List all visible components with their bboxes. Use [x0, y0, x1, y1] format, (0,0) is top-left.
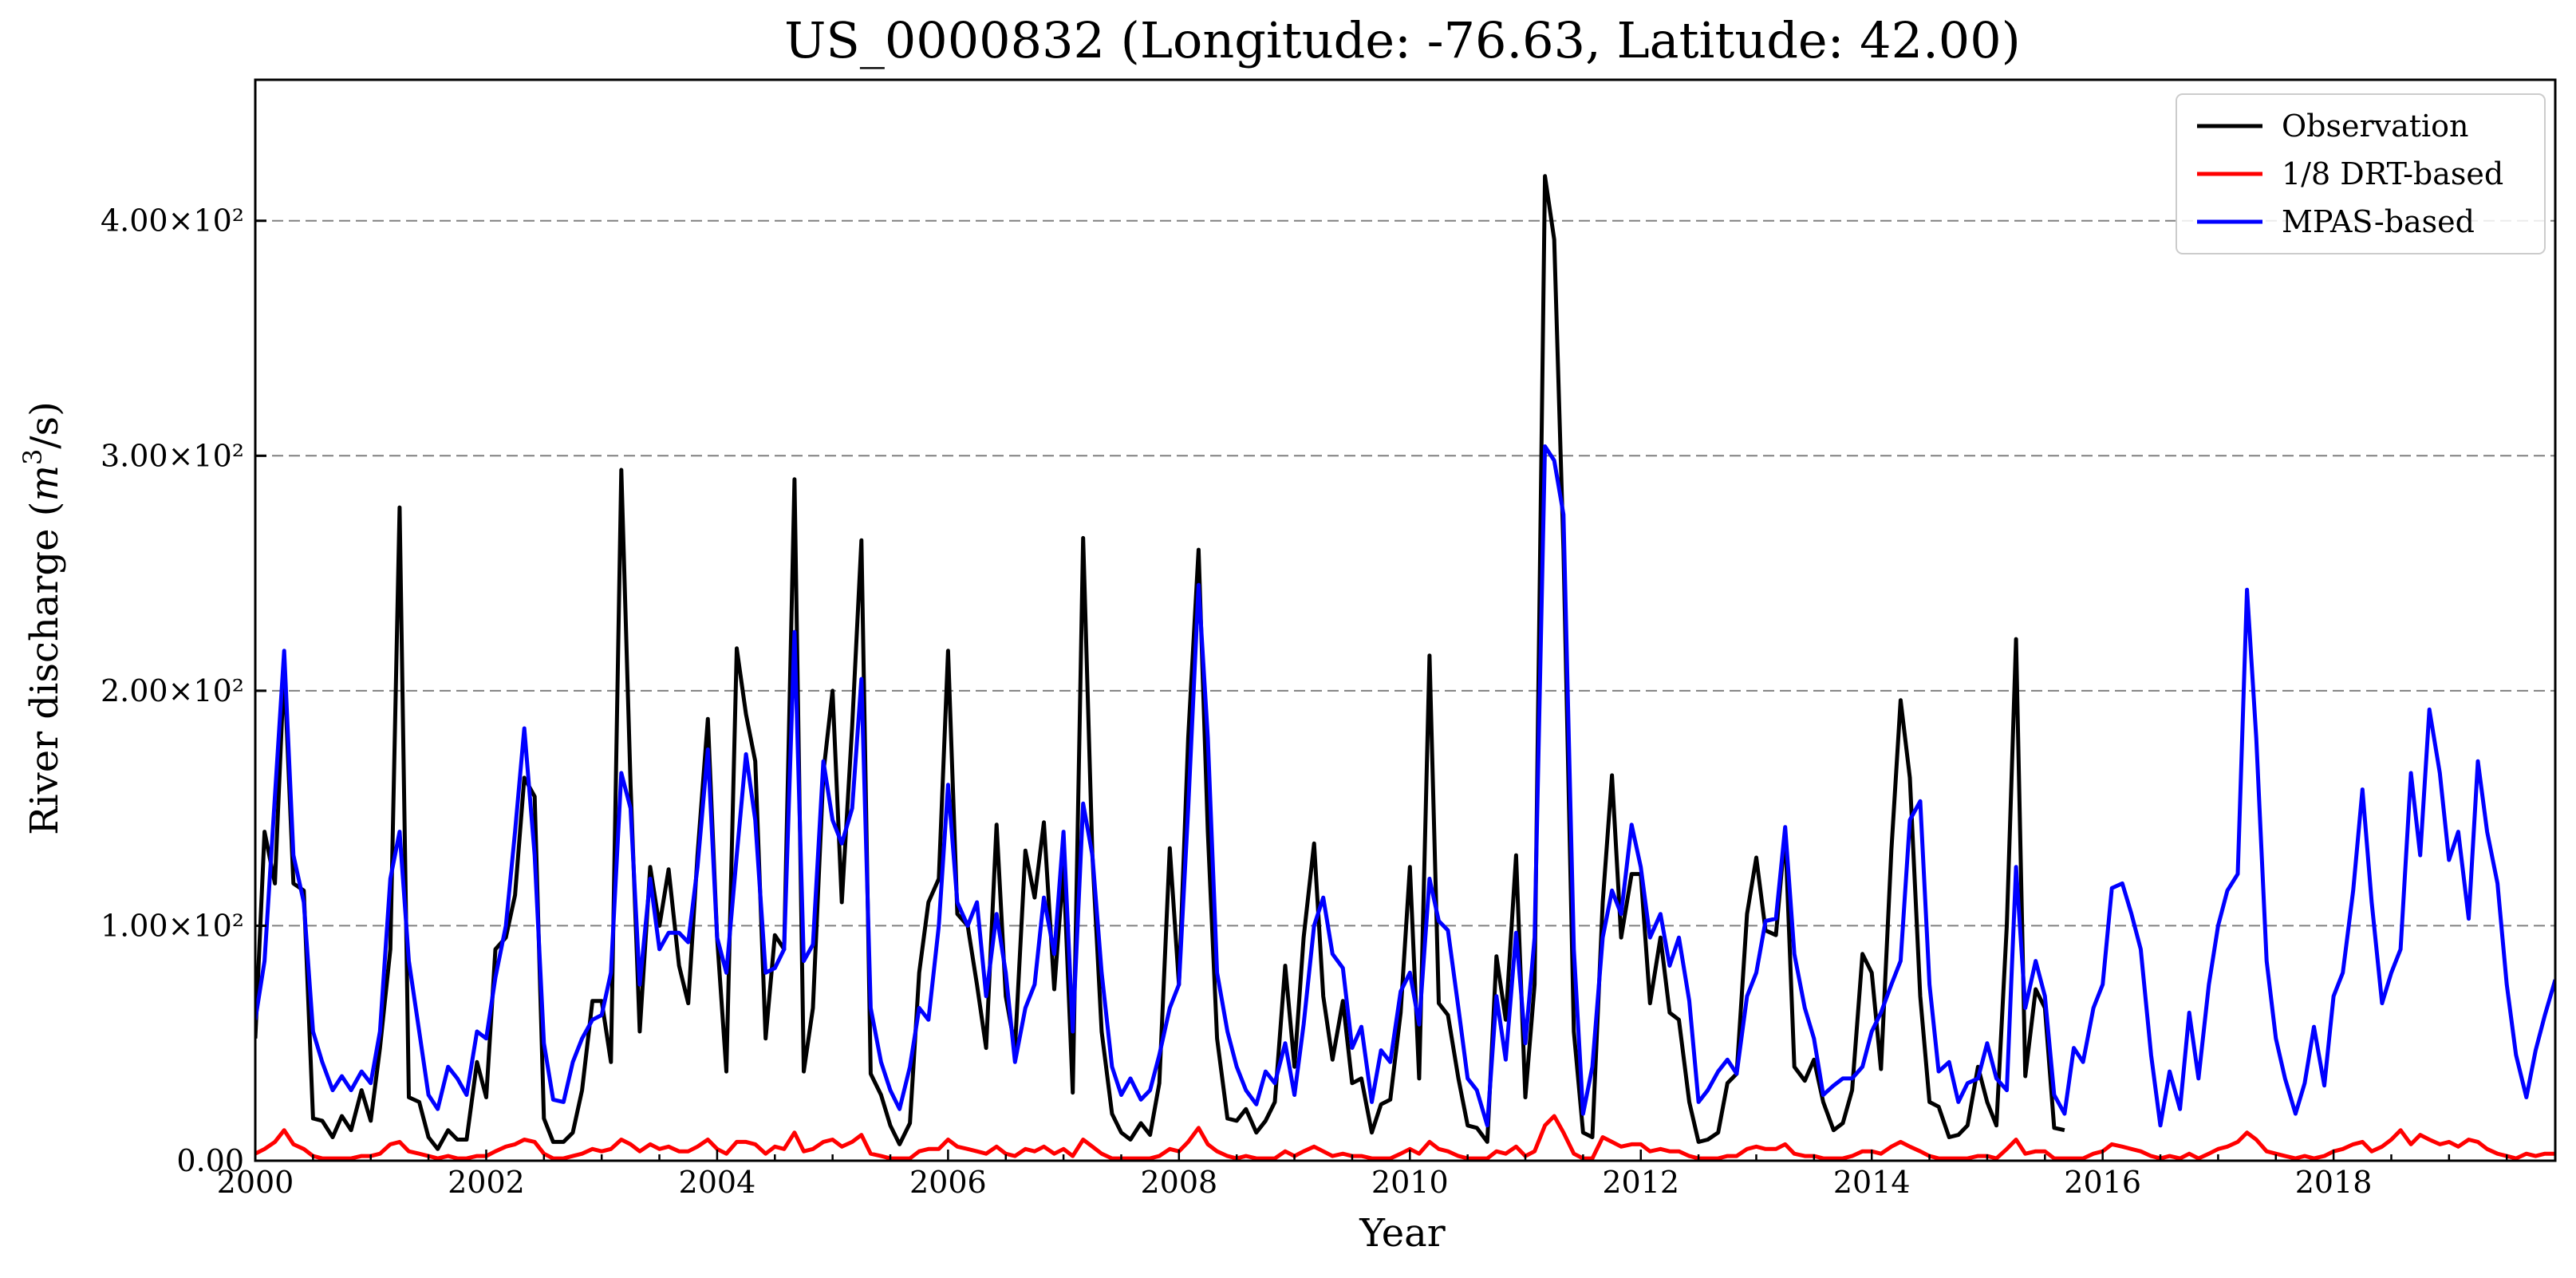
series-line-1-8-drt-based	[255, 1114, 2555, 1161]
series-line-mpas-based	[255, 444, 2555, 1128]
x-tick-label: 2000	[217, 1165, 294, 1200]
y-axis-label: River discharge (m3/s)	[18, 401, 67, 835]
y-tick-label: 3.00×10²	[101, 438, 244, 473]
x-tick-label: 2018	[2295, 1165, 2373, 1200]
y-axis-label-exponent: 3	[18, 449, 48, 465]
series-lines	[255, 174, 2555, 1161]
x-tick-label: 2010	[1371, 1165, 1449, 1200]
x-tick-label: 2008	[1140, 1165, 1217, 1200]
tick-labels: 0.00 1.00×10² 2.00×10² 3.00×10² 4.00×10² 2000…	[101, 203, 2373, 1200]
legend-label: 1/8 DRT-based	[2282, 156, 2503, 191]
y-axis-label-prefix: River discharge (	[22, 502, 67, 835]
x-tick-label: 2016	[2064, 1165, 2141, 1200]
x-tick-label: 2006	[909, 1165, 987, 1200]
legend-label: Observation	[2282, 108, 2469, 144]
y-axis-label-suffix: /s)	[22, 401, 67, 449]
y-tick-label: 2.00×10²	[101, 673, 244, 708]
legend-label: MPAS-based	[2282, 204, 2475, 239]
chart-title: US_0000832 (Longitude: -76.63, Latitude:…	[784, 11, 2021, 69]
x-tick-label: 2002	[448, 1165, 525, 1200]
y-tick-label: 1.00×10²	[101, 908, 244, 943]
legend: Observation 1/8 DRT-based MPAS-based	[2176, 93, 2546, 254]
y-tick-label: 4.00×10²	[101, 203, 244, 239]
x-tick-label: 2012	[1602, 1165, 1679, 1200]
x-tick-label: 2014	[1833, 1165, 1911, 1200]
y-tick-label: 0.00	[176, 1143, 244, 1178]
series-line-observation	[255, 174, 2065, 1151]
x-axis-label: Year	[1359, 1211, 1446, 1256]
legend-box	[2176, 93, 2546, 254]
x-tick-label: 2004	[679, 1165, 756, 1200]
y-axis-label-unit: m	[22, 465, 67, 502]
axis-ticks	[254, 219, 2508, 1162]
plot-frame	[254, 78, 2557, 1162]
